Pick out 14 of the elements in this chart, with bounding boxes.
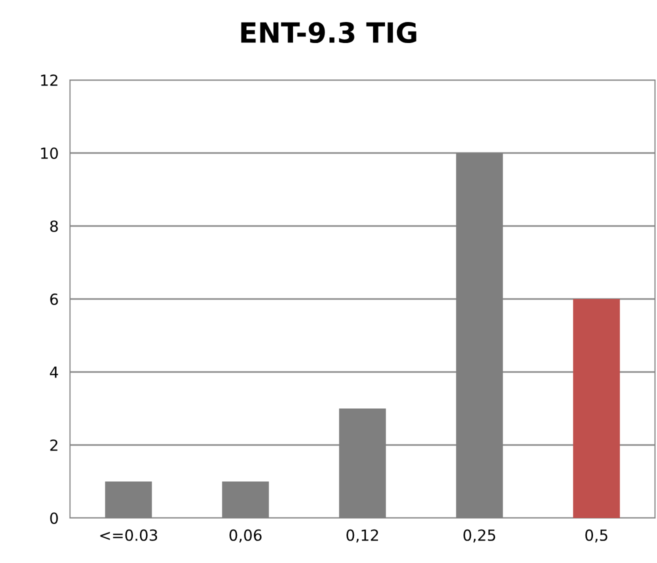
y-tick-label: 4 (50, 366, 58, 378)
x-tick-label: 0,12 (346, 529, 378, 542)
bar (573, 299, 620, 518)
y-tick-label: 6 (50, 293, 58, 306)
y-tick-label: 8 (50, 220, 58, 232)
x-tick-label: 0,5 (585, 529, 608, 542)
x-tick-label: <=0.03 (100, 529, 158, 541)
y-tick-label: 2 (50, 439, 58, 451)
y-tick-label: 12 (41, 74, 58, 86)
y-tick-label: 0 (50, 512, 58, 524)
x-tick-label: 0,25 (464, 529, 496, 542)
y-tick-label: 10 (41, 147, 58, 160)
chart-title: ENT-9.3 TIG (241, 22, 416, 44)
x-tick-label: 0,06 (230, 529, 262, 542)
